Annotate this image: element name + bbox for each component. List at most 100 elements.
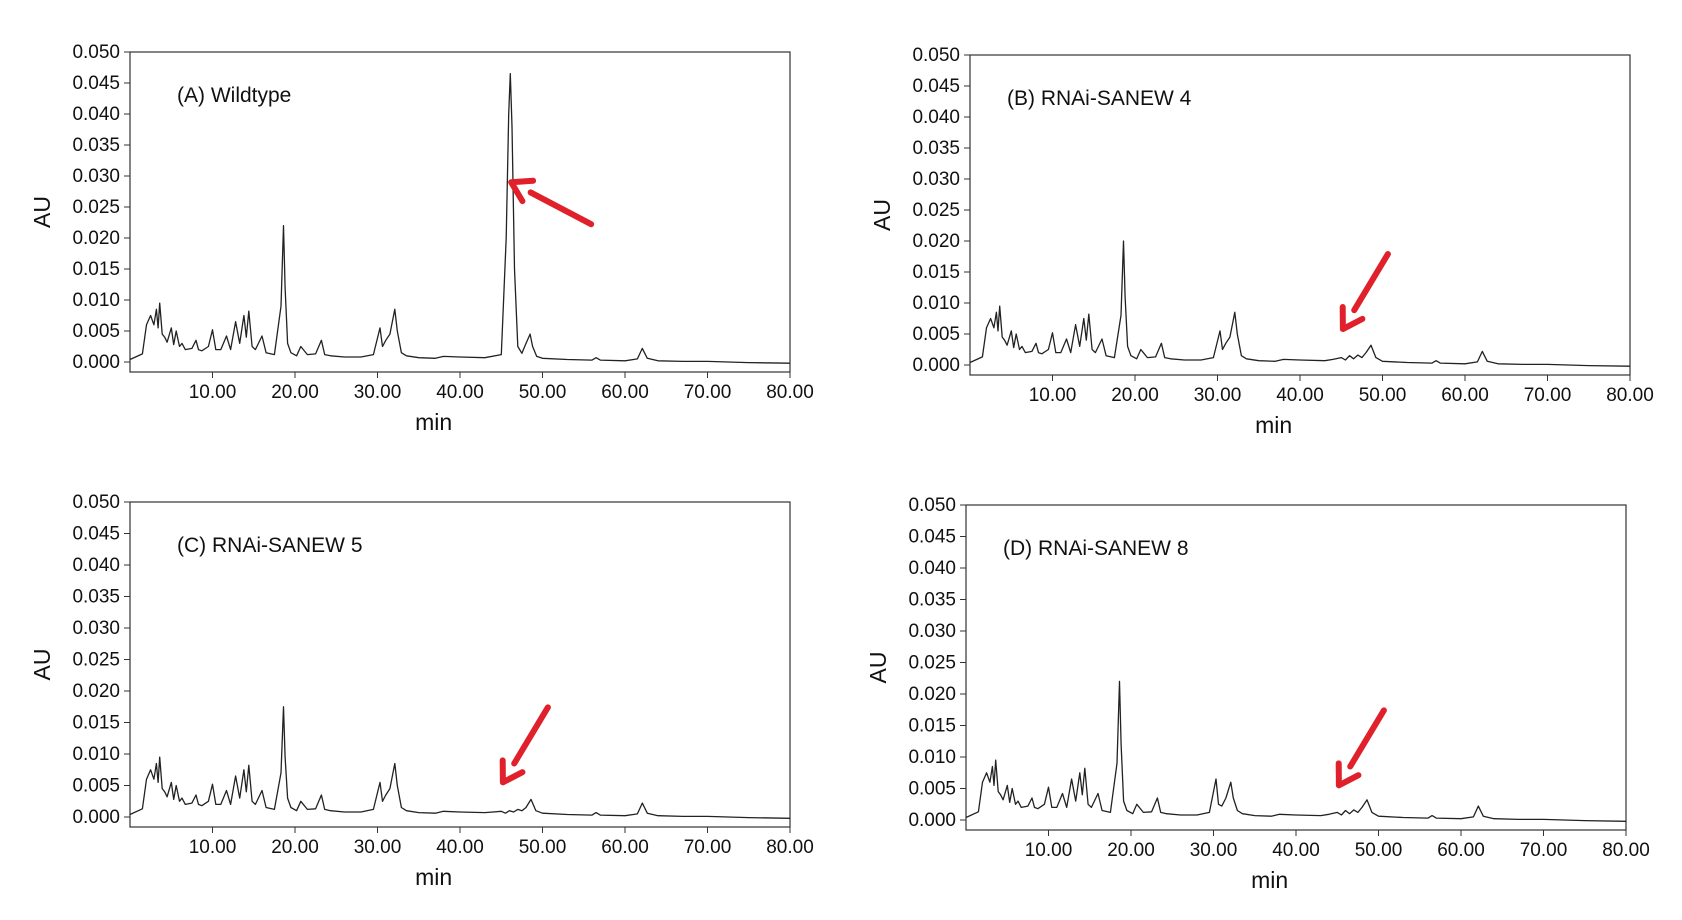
- x-tick-label: 10.00: [1029, 385, 1077, 406]
- x-tick-label: 60.00: [601, 837, 649, 858]
- y-axis-label: AU: [29, 196, 55, 228]
- x-axis-label: min: [1255, 412, 1292, 438]
- y-tick-label: 0.015: [912, 262, 960, 283]
- y-tick-label: 0.005: [908, 779, 956, 800]
- y-tick-label: 0.045: [908, 527, 956, 548]
- panel-title: (D) RNAi-SANEW 8: [1003, 537, 1189, 560]
- y-tick-label: 0.010: [908, 747, 956, 768]
- y-tick-label: 0.035: [72, 587, 120, 608]
- y-tick-label: 0.030: [72, 166, 120, 187]
- y-tick-label: 0.005: [912, 324, 960, 345]
- x-tick-label: 40.00: [436, 382, 484, 403]
- y-tick-label: 0.030: [912, 169, 960, 190]
- y-axis-label: AU: [865, 652, 891, 684]
- x-tick-label: 80.00: [766, 382, 814, 403]
- x-tick-label: 20.00: [271, 837, 319, 858]
- arrow-head: [508, 177, 537, 205]
- x-tick-label: 50.00: [519, 382, 567, 403]
- chromatogram-trace: [965, 680, 1627, 822]
- y-tick-label: 0.000: [72, 352, 120, 373]
- y-tick-label: 0.010: [72, 290, 120, 311]
- y-tick-label: 0.025: [908, 653, 956, 674]
- y-tick-label: 0.035: [908, 590, 956, 611]
- y-tick-label: 0.010: [912, 293, 960, 314]
- y-tick-label: 0.050: [72, 492, 120, 513]
- x-tick-label: 70.00: [1520, 840, 1568, 861]
- y-tick-label: 0.010: [72, 744, 120, 765]
- y-tick-label: 0.000: [912, 355, 960, 376]
- x-tick-label: 80.00: [1606, 385, 1654, 406]
- y-tick-label: 0.025: [72, 650, 120, 671]
- x-tick-label: 30.00: [1194, 385, 1242, 406]
- arrow-head: [1339, 304, 1366, 333]
- y-tick-label: 0.020: [912, 231, 960, 252]
- chart-panel-4: 0.000 0.005 0.010 0.015 0.020 0.025 0.030 0.035…: [865, 495, 1650, 893]
- y-tick-label: 0.000: [72, 807, 120, 828]
- x-axis-label: min: [415, 409, 452, 435]
- x-tick-label: 30.00: [1190, 840, 1238, 861]
- y-tick-label: 0.025: [72, 197, 120, 218]
- chromatogram-trace: [129, 706, 791, 819]
- x-tick-label: 80.00: [1602, 840, 1650, 861]
- y-tick-label: 0.015: [908, 716, 956, 737]
- y-tick-label: 0.050: [908, 495, 956, 516]
- x-tick-label: 30.00: [354, 837, 402, 858]
- panel-title: (B) RNAi-SANEW 4: [1007, 87, 1192, 110]
- x-tick-label: 50.00: [519, 837, 567, 858]
- y-tick-label: 0.030: [72, 618, 120, 639]
- y-tick-label: 0.035: [912, 138, 960, 159]
- y-tick-label: 0.020: [908, 684, 956, 705]
- x-tick-label: 30.00: [354, 382, 402, 403]
- x-tick-label: 70.00: [684, 837, 732, 858]
- chromatogram-trace: [969, 240, 1631, 367]
- arrow-head: [499, 757, 526, 786]
- y-tick-label: 0.020: [72, 681, 120, 702]
- chart-panel-2: 0.000 0.005 0.010 0.015 0.020 0.025 0.030 0.035…: [869, 45, 1654, 438]
- x-tick-label: 60.00: [1437, 840, 1485, 861]
- x-tick-label: 70.00: [684, 382, 732, 403]
- y-axis-label: AU: [869, 199, 895, 231]
- y-tick-label: 0.045: [72, 524, 120, 545]
- x-tick-label: 40.00: [1276, 385, 1324, 406]
- chart-panel-1: 0.000 0.005 0.010 0.015 0.020 0.025 0.030 0.035…: [29, 42, 814, 435]
- x-tick-label: 80.00: [766, 837, 814, 858]
- x-tick-label: 50.00: [1359, 385, 1407, 406]
- y-tick-label: 0.040: [908, 558, 956, 579]
- x-tick-label: 50.00: [1355, 840, 1403, 861]
- y-tick-label: 0.035: [72, 135, 120, 156]
- y-tick-label: 0.025: [912, 200, 960, 221]
- x-tick-label: 10.00: [189, 837, 237, 858]
- y-tick-label: 0.040: [72, 555, 120, 576]
- y-tick-label: 0.000: [908, 810, 956, 831]
- x-tick-label: 10.00: [189, 382, 237, 403]
- x-tick-label: 60.00: [601, 382, 649, 403]
- chart-panel-3: 0.000 0.005 0.010 0.015 0.020 0.025 0.030 0.035…: [29, 492, 814, 890]
- y-tick-label: 0.030: [908, 621, 956, 642]
- x-tick-label: 60.00: [1441, 385, 1489, 406]
- chromatogram-trace: [129, 73, 791, 364]
- arrow-head: [1335, 760, 1362, 789]
- x-tick-label: 40.00: [436, 837, 484, 858]
- x-tick-label: 40.00: [1272, 840, 1320, 861]
- panel-title: (C) RNAi-SANEW 5: [177, 534, 363, 557]
- y-tick-label: 0.020: [72, 228, 120, 249]
- y-tick-label: 0.045: [72, 73, 120, 94]
- y-tick-label: 0.005: [72, 776, 120, 797]
- y-tick-label: 0.040: [912, 107, 960, 128]
- x-tick-label: 10.00: [1025, 840, 1073, 861]
- y-tick-label: 0.045: [912, 76, 960, 97]
- x-axis-label: min: [1251, 867, 1288, 893]
- x-tick-label: 70.00: [1524, 385, 1572, 406]
- x-tick-label: 20.00: [1107, 840, 1155, 861]
- y-tick-label: 0.015: [72, 259, 120, 280]
- x-tick-label: 20.00: [1111, 385, 1159, 406]
- arrow-annotation: [1347, 707, 1387, 770]
- y-tick-label: 0.005: [72, 321, 120, 342]
- panel-title: (A) Wildtype: [177, 84, 291, 107]
- y-tick-label: 0.050: [72, 42, 120, 63]
- y-tick-label: 0.040: [72, 104, 120, 125]
- y-tick-label: 0.050: [912, 45, 960, 66]
- y-tick-label: 0.015: [72, 713, 120, 734]
